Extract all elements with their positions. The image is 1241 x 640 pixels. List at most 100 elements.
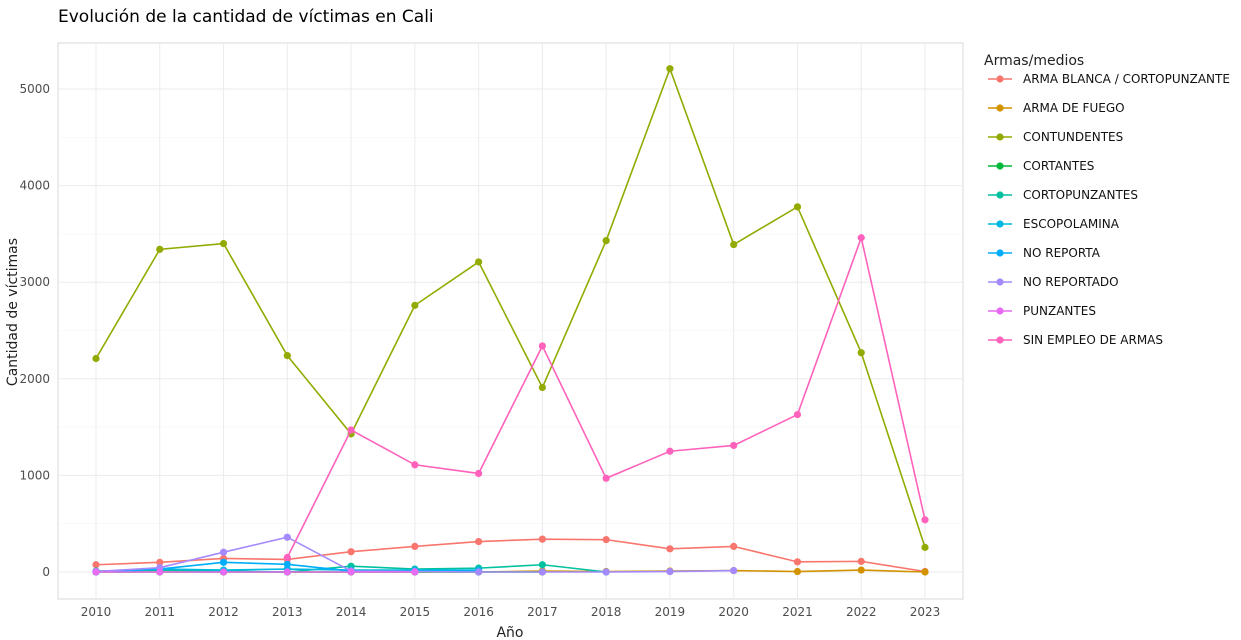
legend-key-point <box>996 162 1004 170</box>
data-point <box>538 561 546 569</box>
legend-item: CORTOPUNZANTES <box>988 188 1138 202</box>
y-tick-label: 0 <box>42 565 50 579</box>
data-point <box>283 533 291 541</box>
legend-label: CONTUNDENTES <box>1023 130 1123 144</box>
legend-key-point <box>996 75 1004 83</box>
data-point <box>283 568 291 576</box>
data-point <box>219 568 228 576</box>
data-point <box>857 234 865 242</box>
legend-label: ARMA BLANCA / CORTOPUNZANTE <box>1023 72 1230 86</box>
legend-label: CORTOPUNZANTES <box>1023 188 1138 202</box>
legend-key-point <box>996 249 1004 257</box>
data-point <box>92 354 100 363</box>
legend-label: ESCOPOLAMINA <box>1023 217 1120 231</box>
x-tick-label: 2021 <box>782 605 813 619</box>
data-point <box>538 383 546 392</box>
data-point <box>921 516 929 524</box>
legend-label: PUNZANTES <box>1023 304 1096 318</box>
data-point <box>219 558 228 566</box>
legend-item: CORTANTES <box>988 159 1094 173</box>
data-point <box>730 240 738 249</box>
data-point <box>921 543 929 551</box>
data-point <box>411 542 419 551</box>
legend-key-point <box>996 191 1004 199</box>
data-point <box>475 537 483 546</box>
data-point <box>793 203 802 211</box>
x-tick-label: 2013 <box>272 605 303 619</box>
data-point <box>602 568 610 576</box>
legend-item: PUNZANTES <box>988 304 1096 318</box>
data-point <box>283 553 291 562</box>
legend-label: ARMA DE FUEGO <box>1023 101 1125 115</box>
data-point <box>793 410 802 419</box>
x-tick-label: 2016 <box>463 605 494 619</box>
x-tick-label: 2019 <box>655 605 686 619</box>
data-point <box>602 474 610 482</box>
data-point <box>538 342 546 350</box>
legend-key-point <box>996 104 1004 112</box>
legend-key-point <box>996 133 1004 141</box>
data-point <box>857 349 865 357</box>
data-point <box>475 469 483 478</box>
x-tick-label: 2012 <box>208 605 239 619</box>
y-tick-label: 5000 <box>19 82 50 96</box>
y-tick-label: 2000 <box>19 372 50 386</box>
data-point <box>730 441 738 450</box>
data-point <box>347 548 355 556</box>
data-point <box>730 566 738 575</box>
data-point <box>730 542 738 551</box>
x-tick-label: 2018 <box>591 605 622 619</box>
data-point <box>156 245 164 253</box>
legend-key-point <box>996 278 1004 286</box>
x-tick-label: 2011 <box>144 605 175 619</box>
data-point <box>475 568 483 576</box>
series-group <box>92 65 929 576</box>
y-tick-label: 4000 <box>19 179 50 193</box>
legend-label: SIN EMPLEO DE ARMAS <box>1023 333 1163 347</box>
x-tick-label: 2020 <box>718 605 749 619</box>
x-tick-label: 2014 <box>336 605 367 619</box>
data-point <box>219 239 228 248</box>
legend-item: ARMA BLANCA / CORTOPUNZANTE <box>988 72 1230 86</box>
series-line <box>95 538 926 573</box>
legend-label: NO REPORTADO <box>1023 275 1119 289</box>
legend-key-point <box>996 336 1004 344</box>
data-point <box>156 568 164 576</box>
legend-item: NO REPORTADO <box>988 275 1119 289</box>
data-point <box>666 447 674 455</box>
data-point <box>411 568 419 576</box>
legend-key-point <box>996 220 1004 228</box>
legend-key-point <box>996 307 1004 315</box>
data-point <box>666 567 674 576</box>
data-point <box>793 567 802 576</box>
data-point <box>347 426 355 434</box>
data-point <box>92 561 100 569</box>
x-axis-ticks: 2010 2011 2012 2013 2014 2015 2016 2017 2018 2019… <box>81 605 941 619</box>
series-punzantes <box>92 568 419 576</box>
legend-title: Armas/medios <box>984 53 1084 69</box>
x-tick-label: 2022 <box>846 605 877 619</box>
data-point <box>156 558 164 566</box>
legend-item: ARMA DE FUEGO <box>988 101 1125 115</box>
data-point <box>921 568 929 576</box>
data-point <box>602 237 610 245</box>
y-axis-title: Cantidad de víctimas <box>5 238 21 386</box>
data-point <box>283 352 291 360</box>
legend-label: CORTANTES <box>1023 159 1094 173</box>
data-point <box>538 535 546 543</box>
data-point <box>347 568 355 576</box>
data-point <box>666 545 674 553</box>
data-point <box>602 536 610 544</box>
legend-label: NO REPORTA <box>1023 246 1101 260</box>
data-point <box>411 301 419 309</box>
y-axis-ticks: 0 1000 2000 3000 4000 5000 <box>19 82 50 579</box>
data-point <box>475 258 483 266</box>
data-point <box>793 558 802 566</box>
legend-item: CONTUNDENTES <box>988 130 1123 144</box>
legend: Armas/medios ARMA BLANCA / CORTOPUNZANTE… <box>984 53 1230 347</box>
x-tick-label: 2015 <box>400 605 431 619</box>
x-tick-label: 2010 <box>81 605 112 619</box>
data-point <box>219 548 228 556</box>
x-axis-title: Año <box>496 625 523 640</box>
legend-item: ESCOPOLAMINA <box>988 217 1120 231</box>
